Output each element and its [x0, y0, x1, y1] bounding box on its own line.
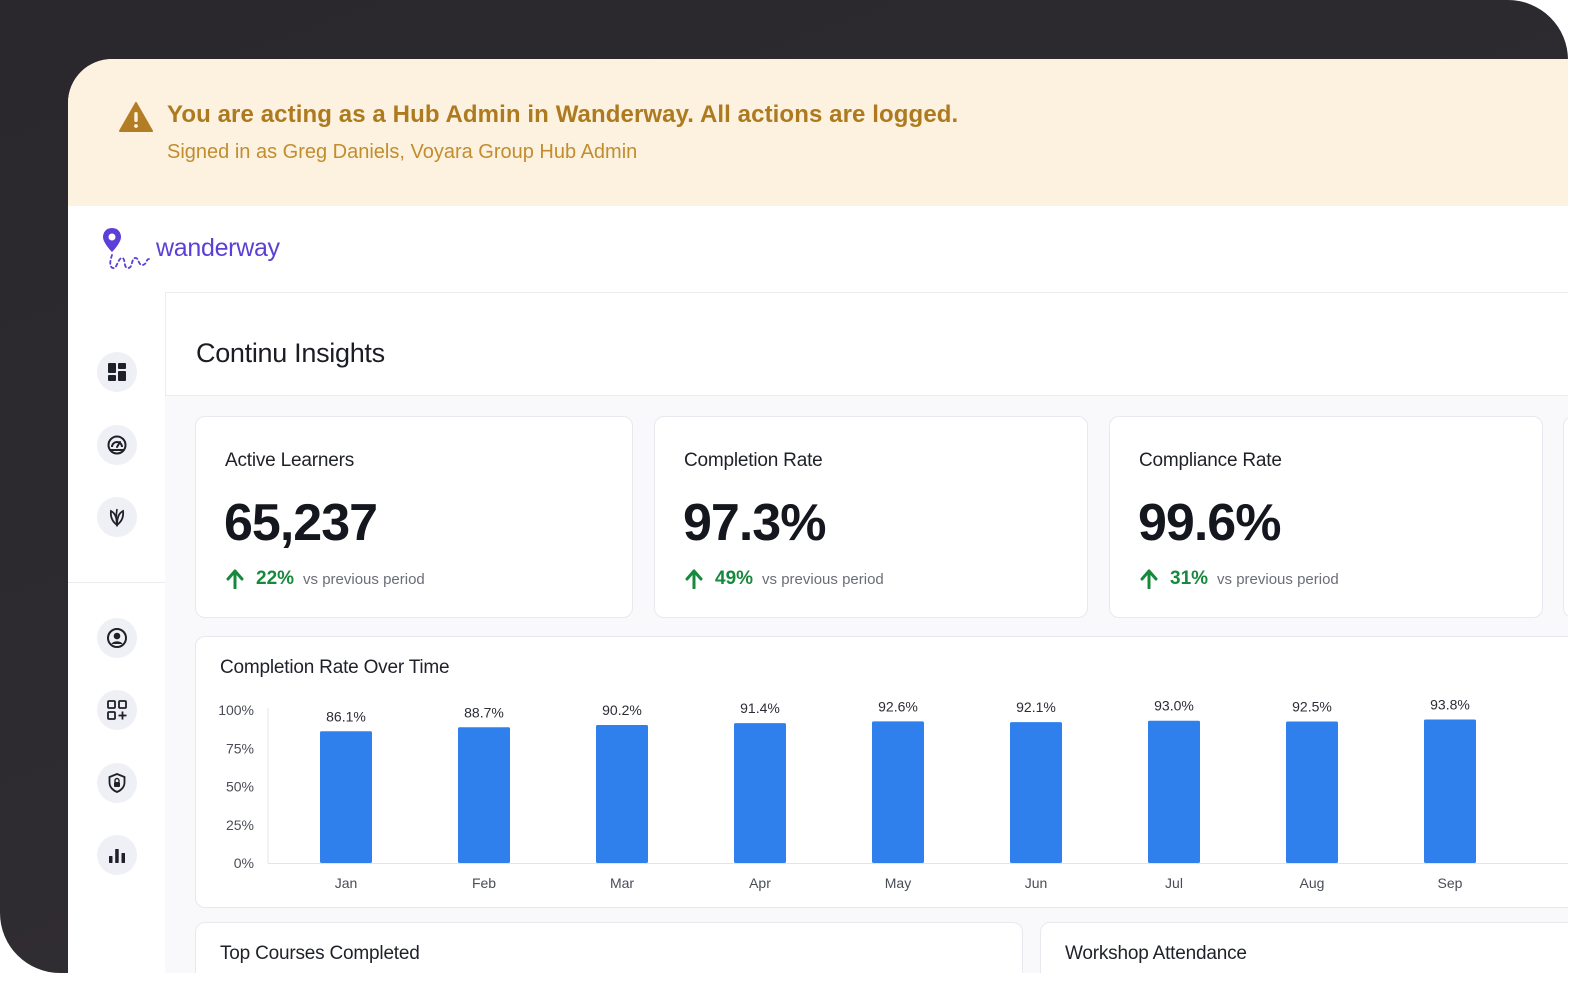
arrow-up-icon — [1140, 569, 1158, 589]
workshop-attendance-title: Workshop Attendance — [1065, 943, 1247, 964]
x-tick-label: May — [885, 875, 911, 891]
bar-data-label: 92.5% — [1292, 698, 1332, 714]
bar — [1424, 719, 1476, 863]
bar — [1010, 722, 1062, 863]
y-tick-label: 0% — [234, 855, 254, 871]
bar-data-label: 90.2% — [602, 702, 642, 718]
kpi-card-active-learners[interactable]: Active Learners 65,237 22% vs previous p… — [195, 416, 633, 618]
page-title: Continu Insights — [196, 338, 385, 368]
bar — [596, 724, 648, 863]
x-tick-label: Jul — [1165, 875, 1183, 891]
bar — [458, 727, 510, 863]
banner-title: You are acting as a Hub Admin in Wanderw… — [167, 101, 959, 128]
y-tick-label: 75% — [226, 740, 254, 756]
x-tick-label: Sep — [1438, 875, 1463, 891]
y-tick-label: 100% — [218, 702, 254, 718]
kpi-card-partial — [1563, 416, 1568, 618]
bar-data-label: 92.1% — [1016, 699, 1056, 715]
kpi-delta-value: 22% — [256, 568, 295, 589]
completion-rate-bar-chart: 0% 25% 50% 75% 100% 86.1% Jan 88.7% Feb 90.2% Mar 9… — [218, 696, 1568, 891]
sidebar — [68, 292, 166, 973]
kpi-delta: 49% vs previous period — [685, 568, 884, 590]
kpi-delta: 31% vs previous period — [1140, 568, 1339, 590]
speedometer-icon — [107, 435, 127, 455]
bar-chart-icon — [109, 849, 125, 863]
kpi-card-compliance-rate[interactable]: Compliance Rate 99.6% 31% vs previous pe… — [1109, 416, 1543, 618]
apps-add-icon — [107, 700, 127, 720]
completion-rate-chart-card: Completion Rate Over Time 0% 25% 50% 75% 100… — [195, 636, 1568, 908]
app-screen: You are acting as a Hub Admin in Wanderw… — [68, 59, 1568, 973]
warning-triangle-icon — [119, 102, 153, 132]
wanderway-logo-icon[interactable] — [101, 228, 157, 274]
kpi-delta-caption: vs previous period — [303, 570, 425, 588]
banner-subtitle: Signed in as Greg Daniels, Voyara Group … — [167, 141, 638, 163]
bar-data-label: 86.1% — [326, 708, 366, 724]
x-tick-label: Jun — [1025, 875, 1048, 891]
top-courses-card: Top Courses Completed — [195, 922, 1023, 973]
page-header: Continu Insights — [165, 292, 1568, 396]
bar — [320, 731, 372, 863]
shield-lock-icon — [108, 773, 126, 793]
kpi-label: Compliance Rate — [1139, 450, 1282, 471]
sidebar-item-growth[interactable] — [97, 497, 137, 537]
bar-data-label: 93.8% — [1430, 696, 1470, 712]
kpi-card-completion-rate[interactable]: Completion Rate 97.3% 49% vs previous pe… — [654, 416, 1088, 618]
bar — [734, 723, 786, 863]
sidebar-divider — [68, 582, 165, 583]
sidebar-item-profile[interactable] — [97, 618, 137, 658]
user-circle-icon — [107, 628, 127, 648]
kpi-value: 65,237 — [224, 494, 378, 552]
bar — [1148, 720, 1200, 863]
kpi-value: 99.6% — [1138, 494, 1281, 552]
arrow-up-icon — [685, 569, 703, 589]
x-tick-label: Jan — [335, 875, 358, 891]
leaf-icon — [109, 508, 125, 527]
x-tick-label: Aug — [1300, 875, 1325, 891]
top-courses-title: Top Courses Completed — [220, 943, 420, 964]
sidebar-item-compliance[interactable] — [97, 763, 137, 803]
kpi-delta-value: 31% — [1170, 568, 1209, 589]
kpi-delta-value: 49% — [715, 568, 754, 589]
kpi-delta: 22% vs previous period — [226, 568, 425, 590]
bar-data-label: 92.6% — [878, 698, 918, 714]
bar — [872, 721, 924, 863]
x-tick-label: Mar — [610, 875, 634, 891]
admin-banner: You are acting as a Hub Admin in Wanderw… — [68, 59, 1568, 206]
x-tick-label: Apr — [749, 875, 771, 891]
brand-name[interactable]: wanderway — [156, 234, 280, 262]
bar-data-label: 91.4% — [740, 700, 780, 716]
chart-title: Completion Rate Over Time — [220, 657, 450, 678]
sidebar-item-performance[interactable] — [97, 425, 137, 465]
workshop-attendance-card: Workshop Attendance — [1040, 922, 1568, 973]
sidebar-item-apps[interactable] — [97, 690, 137, 730]
y-tick-label: 25% — [226, 817, 254, 833]
bar — [1286, 721, 1338, 863]
y-tick-label: 50% — [226, 779, 254, 795]
insights-content: Active Learners 65,237 22% vs previous p… — [165, 396, 1568, 973]
kpi-delta-caption: vs previous period — [762, 570, 884, 588]
bar-data-label: 93.0% — [1154, 698, 1194, 714]
device-frame: You are acting as a Hub Admin in Wanderw… — [0, 0, 1568, 973]
kpi-delta-caption: vs previous period — [1217, 570, 1339, 588]
sidebar-item-insights[interactable] — [97, 835, 137, 875]
arrow-up-icon — [226, 569, 244, 589]
x-tick-label: Feb — [472, 875, 496, 891]
kpi-value: 97.3% — [683, 494, 826, 552]
sidebar-item-dashboard[interactable] — [97, 352, 137, 392]
kpi-label: Completion Rate — [684, 450, 823, 471]
dashboard-icon — [108, 363, 126, 381]
kpi-label: Active Learners — [225, 450, 355, 471]
bar-data-label: 88.7% — [464, 704, 504, 720]
top-bar: wanderway — [68, 206, 1568, 293]
